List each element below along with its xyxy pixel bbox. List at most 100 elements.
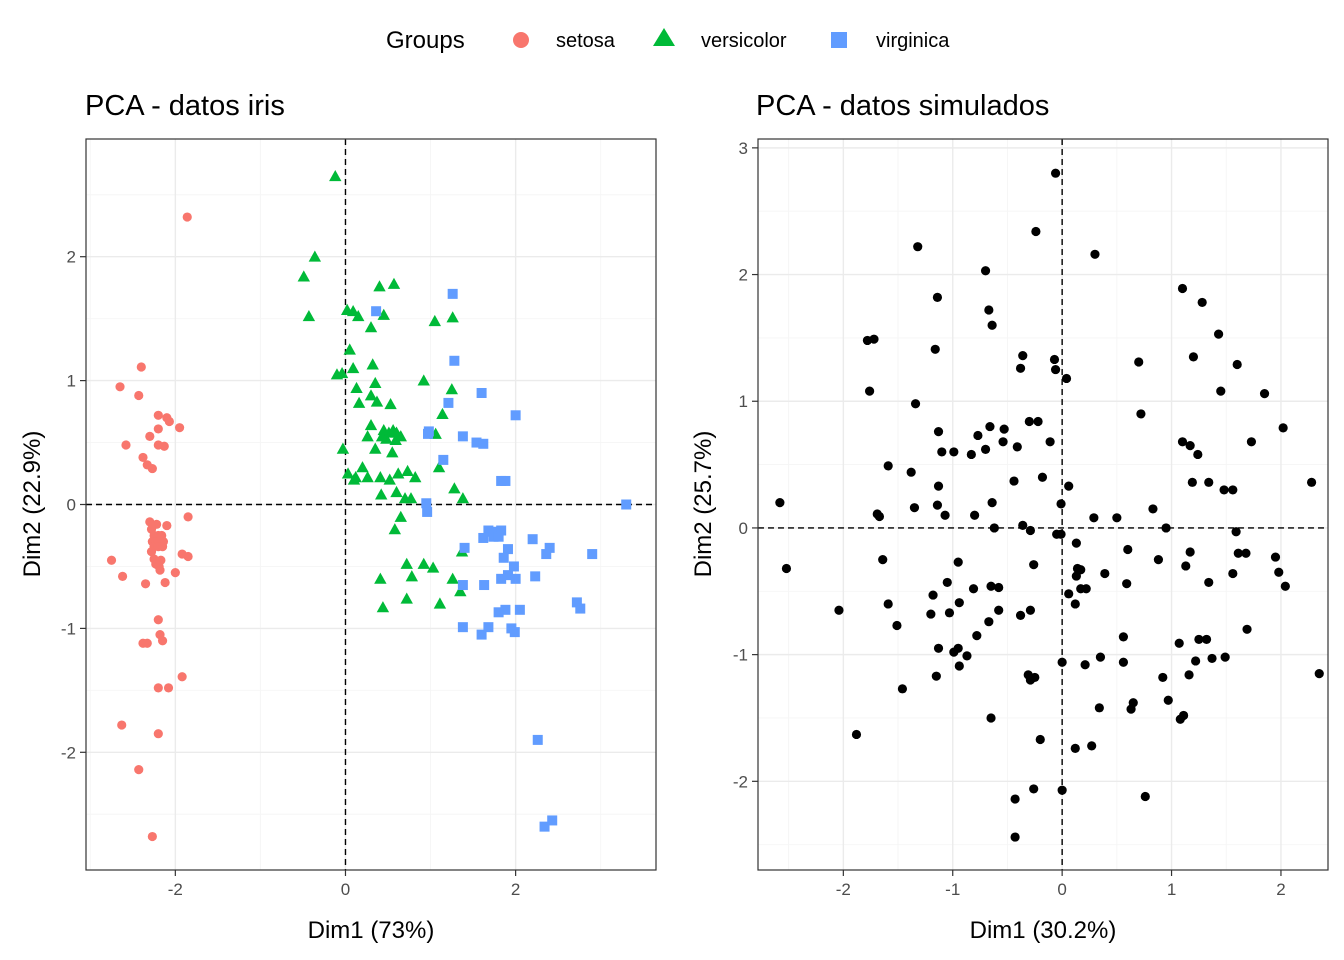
iris-point-setosa xyxy=(136,362,146,372)
simulated-point-observation xyxy=(1100,568,1110,579)
iris-point-virginica xyxy=(421,498,432,509)
simulated-point-observation xyxy=(1158,672,1168,683)
iris-point-versicolor xyxy=(394,430,407,442)
iris-point-setosa xyxy=(157,636,168,646)
simulated-pca-chart: PCA - datos simulados -2 -1 0 1 2 -2 -1 0 1 2 3 Di… xyxy=(690,90,1329,944)
iris-point-setosa xyxy=(177,672,187,682)
iris-point-versicolor xyxy=(398,492,412,504)
iris-point-virginica xyxy=(502,570,513,581)
simulated-point-observation xyxy=(1280,581,1290,591)
iris-point-versicolor xyxy=(454,585,467,597)
simulated-point-observation xyxy=(1153,555,1164,565)
simulated-point-observation xyxy=(897,684,908,694)
simulated-point-observation xyxy=(1018,351,1028,361)
simulated-point-observation xyxy=(1187,477,1197,487)
simulated-point-observation xyxy=(1029,784,1039,794)
simulated-point-observation xyxy=(954,661,964,671)
simulated-point-observation xyxy=(1009,476,1019,486)
iris-point-versicolor xyxy=(405,570,419,582)
simulated-point-observation xyxy=(926,609,936,619)
simulated-point-observation xyxy=(1015,363,1026,373)
iris-point-versicolor xyxy=(369,442,382,454)
legend-item-virginica: virginica xyxy=(831,30,950,52)
iris-point-setosa xyxy=(147,463,157,474)
iris-point-versicolor xyxy=(364,321,378,333)
simulated-point-observation xyxy=(1174,638,1184,648)
iris-point-setosa xyxy=(162,520,172,531)
simulated-point-observation xyxy=(1242,624,1252,634)
iris-points xyxy=(106,169,632,842)
iris-point-setosa xyxy=(183,551,193,562)
iris-point-versicolor xyxy=(346,362,360,374)
iris-point-virginica xyxy=(493,531,504,542)
iris-point-setosa xyxy=(160,577,170,588)
simulated-x-tick-label: 1 xyxy=(1167,880,1176,899)
iris-point-versicolor xyxy=(433,597,447,609)
iris-point-versicolor xyxy=(347,473,361,485)
iris-point-virginica xyxy=(541,549,552,560)
iris-point-setosa xyxy=(153,683,163,693)
simulated-point-observation xyxy=(1089,513,1099,523)
simulated-point-observation xyxy=(1071,538,1081,548)
iris-point-virginica xyxy=(530,571,541,582)
simulated-point-observation xyxy=(1270,552,1281,562)
iris-point-versicolor xyxy=(394,510,407,522)
simulated-point-observation xyxy=(1191,656,1201,666)
iris-y-axis-title: Dim2 (22.9%) xyxy=(19,431,46,578)
simulated-point-observation xyxy=(1025,605,1036,615)
simulated-point-observation xyxy=(1201,634,1212,645)
simulated-axes: -2 -1 0 1 2 -2 -1 0 1 2 3 xyxy=(733,139,1286,899)
iris-point-virginica xyxy=(500,604,511,615)
simulated-y-tick-label: 0 xyxy=(739,519,748,538)
simulated-point-observation xyxy=(1134,357,1144,367)
simulated-point-observation xyxy=(1012,442,1022,452)
simulated-point-observation xyxy=(906,467,916,477)
iris-point-virginica xyxy=(457,580,468,591)
simulated-point-observation xyxy=(1193,449,1203,460)
iris-point-versicolor xyxy=(400,557,413,569)
simulated-point-observation xyxy=(1045,437,1055,447)
simulated-point-observation xyxy=(1207,653,1217,664)
simulated-point-observation xyxy=(1090,249,1100,259)
simulated-point-observation xyxy=(1064,589,1074,599)
iris-point-virginica xyxy=(423,428,433,439)
iris-point-setosa xyxy=(145,431,155,441)
simulated-point-observation xyxy=(1178,710,1189,721)
simulated-point-observation xyxy=(1204,477,1214,487)
iris-x-tick-label: -2 xyxy=(168,880,183,899)
simulated-point-observation xyxy=(942,577,952,588)
iris-point-virginica xyxy=(539,821,550,832)
simulated-x-tick-label: -1 xyxy=(945,880,960,899)
iris-point-versicolor xyxy=(392,467,405,479)
iris-point-virginica xyxy=(459,542,470,553)
simulated-point-observation xyxy=(1024,416,1034,427)
iris-point-versicolor xyxy=(428,314,442,327)
iris-point-versicolor xyxy=(390,485,403,498)
iris-point-versicolor xyxy=(445,383,459,395)
simulated-point-observation xyxy=(1015,610,1026,620)
iris-point-virginica xyxy=(500,475,511,486)
iris-point-versicolor xyxy=(352,396,366,408)
iris-point-virginica xyxy=(493,607,504,618)
simulated-point-observation xyxy=(1233,548,1243,558)
legend-label-versicolor: versicolor xyxy=(701,30,787,52)
simulated-point-observation xyxy=(1278,423,1288,433)
simulated-point-observation xyxy=(1126,704,1136,714)
iris-point-virginica xyxy=(488,531,499,542)
simulated-y-tick-label: 1 xyxy=(739,392,748,411)
simulated-point-observation xyxy=(930,344,940,354)
iris-point-setosa xyxy=(157,542,168,552)
iris-point-setosa xyxy=(134,765,144,775)
iris-point-virginica xyxy=(478,438,489,449)
simulated-point-observation xyxy=(932,292,943,302)
legend-item-setosa: setosa xyxy=(513,30,616,52)
iris-point-versicolor xyxy=(302,309,316,322)
simulated-point-observation xyxy=(937,447,947,457)
iris-point-versicolor xyxy=(384,397,397,410)
legend-key-circle xyxy=(513,32,529,48)
simulated-point-observation xyxy=(999,424,1009,434)
iris-point-versicolor xyxy=(409,471,422,483)
iris-point-versicolor xyxy=(350,381,363,393)
iris-point-versicolor xyxy=(361,471,374,483)
iris-point-versicolor xyxy=(387,277,401,289)
